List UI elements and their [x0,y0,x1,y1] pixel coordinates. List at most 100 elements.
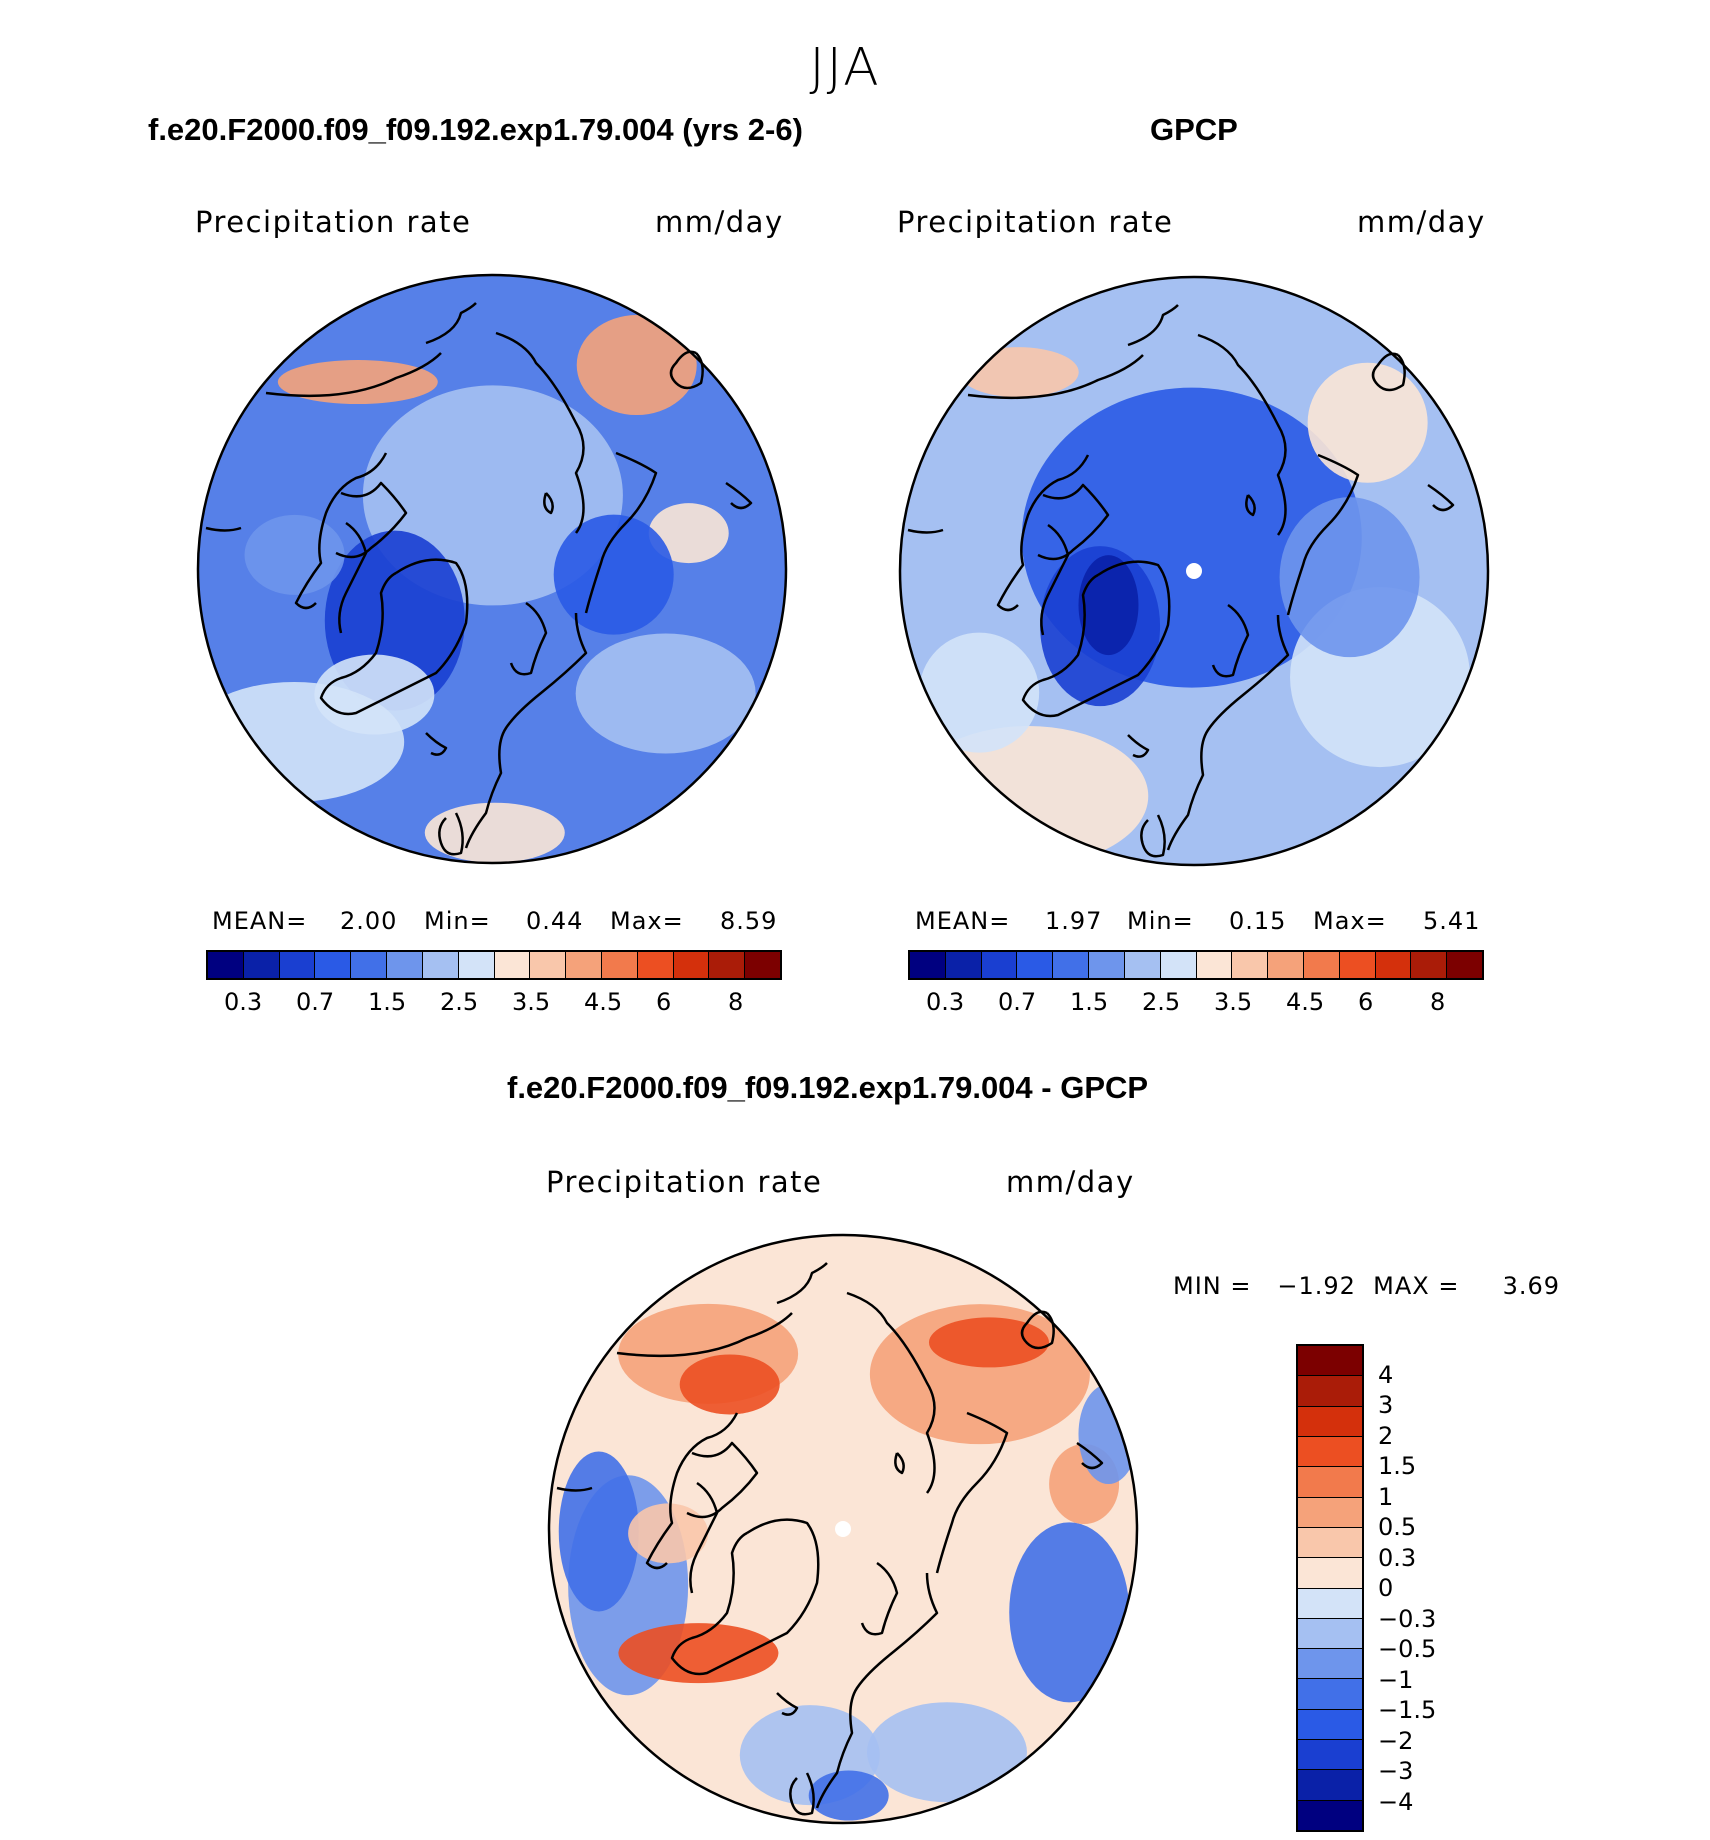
gpcp-min-value: 0.15 [1229,907,1287,935]
field-contour-region [1009,1522,1130,1703]
colorbar-tick-label: −1.5 [1378,1696,1437,1724]
colorbar-tick-label: 6 [1358,988,1374,1016]
diff-coastlines [556,1262,1104,1816]
model-coastlines [205,302,753,856]
colorbar-tick-label: 8 [728,988,744,1016]
colorbar-swatch [530,952,567,978]
gpcp-coastlines [907,304,1455,858]
colorbar-tick-label: 4.5 [584,988,623,1016]
colorbar-swatch [279,952,316,978]
field-contour-region [1078,555,1139,656]
colorbar-swatch [1298,1467,1362,1498]
colorbar-tick-label: 8 [1430,988,1446,1016]
colorbar-tick-label: 3 [1378,1391,1394,1419]
field-contour-region [575,633,756,754]
model-mean-label: MEAN= [212,907,308,935]
colorbar-tick-label: −0.3 [1378,1604,1437,1633]
colorbar-swatch [981,952,1018,978]
colorbar-swatch [566,952,602,978]
colorbar-swatch [1089,952,1125,978]
colorbar-tick-label: −3 [1378,1757,1414,1785]
model-max-label: Max= [610,907,684,935]
colorbar-tick-label: −2 [1378,1726,1414,1755]
colorbar-tick-label: −0.5 [1378,1635,1437,1663]
colorbar-tick-label: 1.5 [1378,1452,1417,1480]
colorbar-swatch [1298,1649,1362,1680]
model-min-label: Min= [424,907,491,935]
colorbar-swatch [351,952,388,978]
gpcp-units-label: mm/day [1357,205,1486,239]
colorbar-tick-label: 3.5 [512,988,551,1016]
model-variable-label: Precipitation rate [195,205,472,239]
colorbar-swatch [1298,1770,1362,1801]
colorbar-tick-label: 0.7 [998,988,1037,1016]
colorbar-swatch [637,952,674,978]
colorbar-swatch [1411,952,1448,978]
colorbar-swatch [1298,1558,1362,1589]
gpcp-mean-label: MEAN= [915,907,1011,935]
field-contour-region [1279,497,1420,658]
field-contour-region [424,802,565,863]
gpcp-colorbar [908,950,1484,980]
colorbar-tick-label: 0.3 [224,988,263,1016]
gpcp-min-label: Min= [1127,907,1194,935]
field-contour-region [908,726,1149,865]
colorbar-tick-label: 6 [656,988,672,1016]
colorbar-swatch [1298,1406,1362,1437]
model-colorbar [206,950,782,980]
field-contour-region [618,1623,779,1684]
gpcp-panel-heading: GPCP [1150,112,1238,147]
colorbar-swatch [1298,1709,1362,1741]
colorbar-swatch [208,952,244,978]
colorbar-swatch [910,952,946,978]
colorbar-swatch [387,952,423,978]
colorbar-tick-label: 4 [1378,1360,1394,1389]
diff-units-label: mm/day [1006,1165,1135,1199]
colorbar-swatch [601,952,638,978]
colorbar-tick-label: 2.5 [440,988,479,1016]
colorbar-swatch [315,952,352,978]
diff-minmax-text: MIN = −1.92 MAX = 3.69 [1173,1272,1561,1300]
colorbar-tick-label: 0 [1378,1574,1394,1602]
gpcp-polar-map [898,275,1490,867]
colorbar-tick-label: 2 [1378,1421,1394,1450]
colorbar-tick-label: 1.5 [1070,988,1109,1016]
gpcp-mean-value: 1.97 [1045,907,1103,935]
field-contour-region [277,360,438,405]
diff-colorbar [1296,1344,1364,1832]
field-contour-region [648,503,729,564]
colorbar-swatch [1017,952,1054,978]
colorbar-tick-label: −1 [1378,1665,1414,1694]
colorbar-swatch [1298,1346,1362,1377]
colorbar-swatch [243,952,280,978]
field-contour-region [808,1770,889,1821]
colorbar-tick-label: 1 [1378,1482,1394,1511]
colorbar-swatch [1053,952,1090,978]
colorbar-tick-label: 0.3 [1378,1543,1417,1572]
colorbar-swatch [1339,952,1376,978]
field-contour-region [919,632,1040,753]
colorbar-tick-label: 0.5 [1378,1513,1417,1541]
colorbar-tick-label: −4 [1378,1787,1414,1816]
model-colorbar-ticks: 0.3 0.7 1.5 2.5 3.5 4.5 6 8 [206,988,782,1018]
field-contour-region [1307,362,1428,483]
colorbar-swatch [458,952,495,978]
model-polar-map [196,273,788,865]
colorbar-swatch [1298,1740,1362,1771]
colorbar-swatch [1196,952,1233,978]
field-contour-region [558,1451,639,1612]
gpcp-max-value: 5.41 [1423,907,1481,935]
field-contour-region [244,514,345,595]
colorbar-swatch [1298,1436,1362,1468]
diff-pole-mask [835,1521,851,1537]
colorbar-tick-label: 2.5 [1142,988,1181,1016]
colorbar-swatch [1268,952,1304,978]
colorbar-tick-label: 1.5 [368,988,407,1016]
colorbar-swatch [945,952,982,978]
colorbar-swatch [709,952,746,978]
diff-variable-label: Precipitation rate [546,1165,823,1199]
colorbar-tick-label: 4.5 [1286,988,1325,1016]
field-contour-region [628,1503,709,1564]
field-contour-region [198,681,405,802]
gpcp-pole-mask [1186,563,1202,579]
